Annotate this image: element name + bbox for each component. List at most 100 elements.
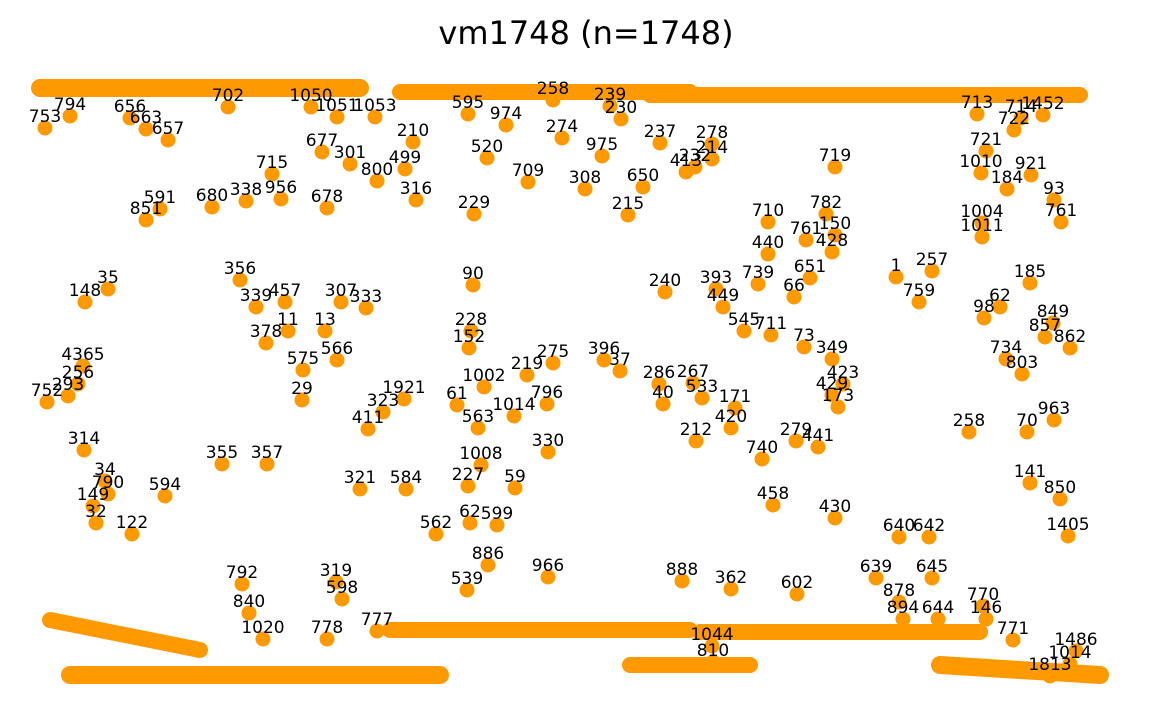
point-band: [42, 612, 208, 658]
point-label: 321: [344, 468, 376, 488]
point-label: 90: [462, 264, 484, 284]
data-point: [969, 106, 985, 122]
point-label: 651: [794, 257, 826, 277]
point-label: 1053: [353, 96, 396, 116]
data-point: [891, 594, 907, 610]
point-label: 663: [130, 108, 162, 128]
point-label: 227: [452, 465, 484, 485]
point-label: 423: [827, 363, 859, 383]
data-point: [280, 323, 296, 339]
data-point: [328, 574, 344, 590]
data-point: [810, 439, 826, 455]
data-point: [704, 151, 720, 167]
point-label: 715: [256, 153, 288, 173]
data-point: [827, 159, 843, 175]
point-label: 680: [196, 186, 228, 206]
point-label: 11: [277, 310, 299, 330]
point-label: 975: [586, 135, 618, 155]
data-point: [1068, 643, 1084, 659]
point-label: 1050: [289, 86, 332, 106]
point-label: 428: [816, 231, 848, 251]
data-point: [519, 367, 535, 383]
point-label: 210: [397, 121, 429, 141]
data-point: [1022, 475, 1038, 491]
data-points: [37, 92, 1084, 684]
point-label: 1405: [1046, 515, 1089, 535]
data-point: [895, 611, 911, 627]
data-point: [705, 654, 721, 670]
data-point: [554, 130, 570, 146]
point-label: 1014: [492, 395, 535, 415]
data-point: [397, 161, 413, 177]
point-label: 420: [715, 407, 747, 427]
data-point: [577, 181, 593, 197]
data-point: [255, 631, 271, 647]
data-point: [760, 214, 776, 230]
point-label: 278: [696, 123, 728, 143]
data-point: [319, 631, 335, 647]
data-point: [835, 376, 851, 392]
point-label: 357: [251, 443, 283, 463]
point-label: 257: [916, 250, 948, 270]
data-point: [462, 515, 478, 531]
data-point: [715, 299, 731, 315]
data-point: [294, 392, 310, 408]
point-label: 1486: [1054, 630, 1097, 650]
data-point: [723, 581, 739, 597]
point-label: 396: [588, 339, 620, 359]
point-label: 782: [810, 193, 842, 213]
point-label: 1011: [960, 216, 1003, 236]
data-point: [138, 121, 154, 137]
data-point: [596, 352, 612, 368]
data-point: [657, 284, 673, 300]
data-point: [798, 232, 814, 248]
data-point: [602, 98, 618, 114]
data-point: [974, 215, 990, 231]
data-point: [1035, 107, 1051, 123]
point-label: 316: [400, 179, 432, 199]
point-label: 562: [420, 513, 452, 533]
point-label: 70: [1016, 411, 1038, 431]
data-point: [375, 404, 391, 420]
point-label: 146: [970, 598, 1002, 618]
data-point: [506, 408, 522, 424]
data-point: [352, 481, 368, 497]
point-label: 886: [472, 544, 504, 564]
data-point: [1037, 329, 1053, 345]
point-label: 356: [224, 259, 256, 279]
point-label: 122: [116, 513, 148, 533]
point-label: 1014: [1048, 643, 1091, 663]
data-point: [921, 529, 937, 545]
data-point: [461, 340, 477, 356]
point-label: 339: [240, 286, 272, 306]
point-label: 642: [913, 516, 945, 536]
data-point: [408, 192, 424, 208]
data-point: [405, 134, 421, 150]
data-point: [1013, 110, 1029, 126]
data-point: [1053, 214, 1069, 230]
data-point: [1052, 491, 1068, 507]
point-label: 800: [361, 160, 393, 180]
point-label: 35: [97, 268, 119, 288]
data-point: [369, 623, 385, 639]
data-point: [62, 108, 78, 124]
point-label: 1051: [315, 96, 358, 116]
data-point: [750, 276, 766, 292]
point-label: 713: [961, 93, 993, 113]
data-point: [827, 510, 843, 526]
data-point: [241, 605, 257, 621]
point-label: 803: [1006, 353, 1038, 373]
point-label: 267: [677, 362, 709, 382]
data-point: [786, 289, 802, 305]
point-label: 520: [471, 137, 503, 157]
data-point: [723, 420, 739, 436]
data-point: [498, 117, 514, 133]
point-label: 777: [361, 610, 393, 630]
data-point: [303, 99, 319, 115]
point-label: 594: [149, 475, 181, 495]
point-label: 722: [998, 109, 1030, 129]
data-point: [122, 110, 138, 126]
data-point: [124, 526, 140, 542]
data-point: [449, 397, 465, 413]
point-band: [931, 656, 1109, 684]
